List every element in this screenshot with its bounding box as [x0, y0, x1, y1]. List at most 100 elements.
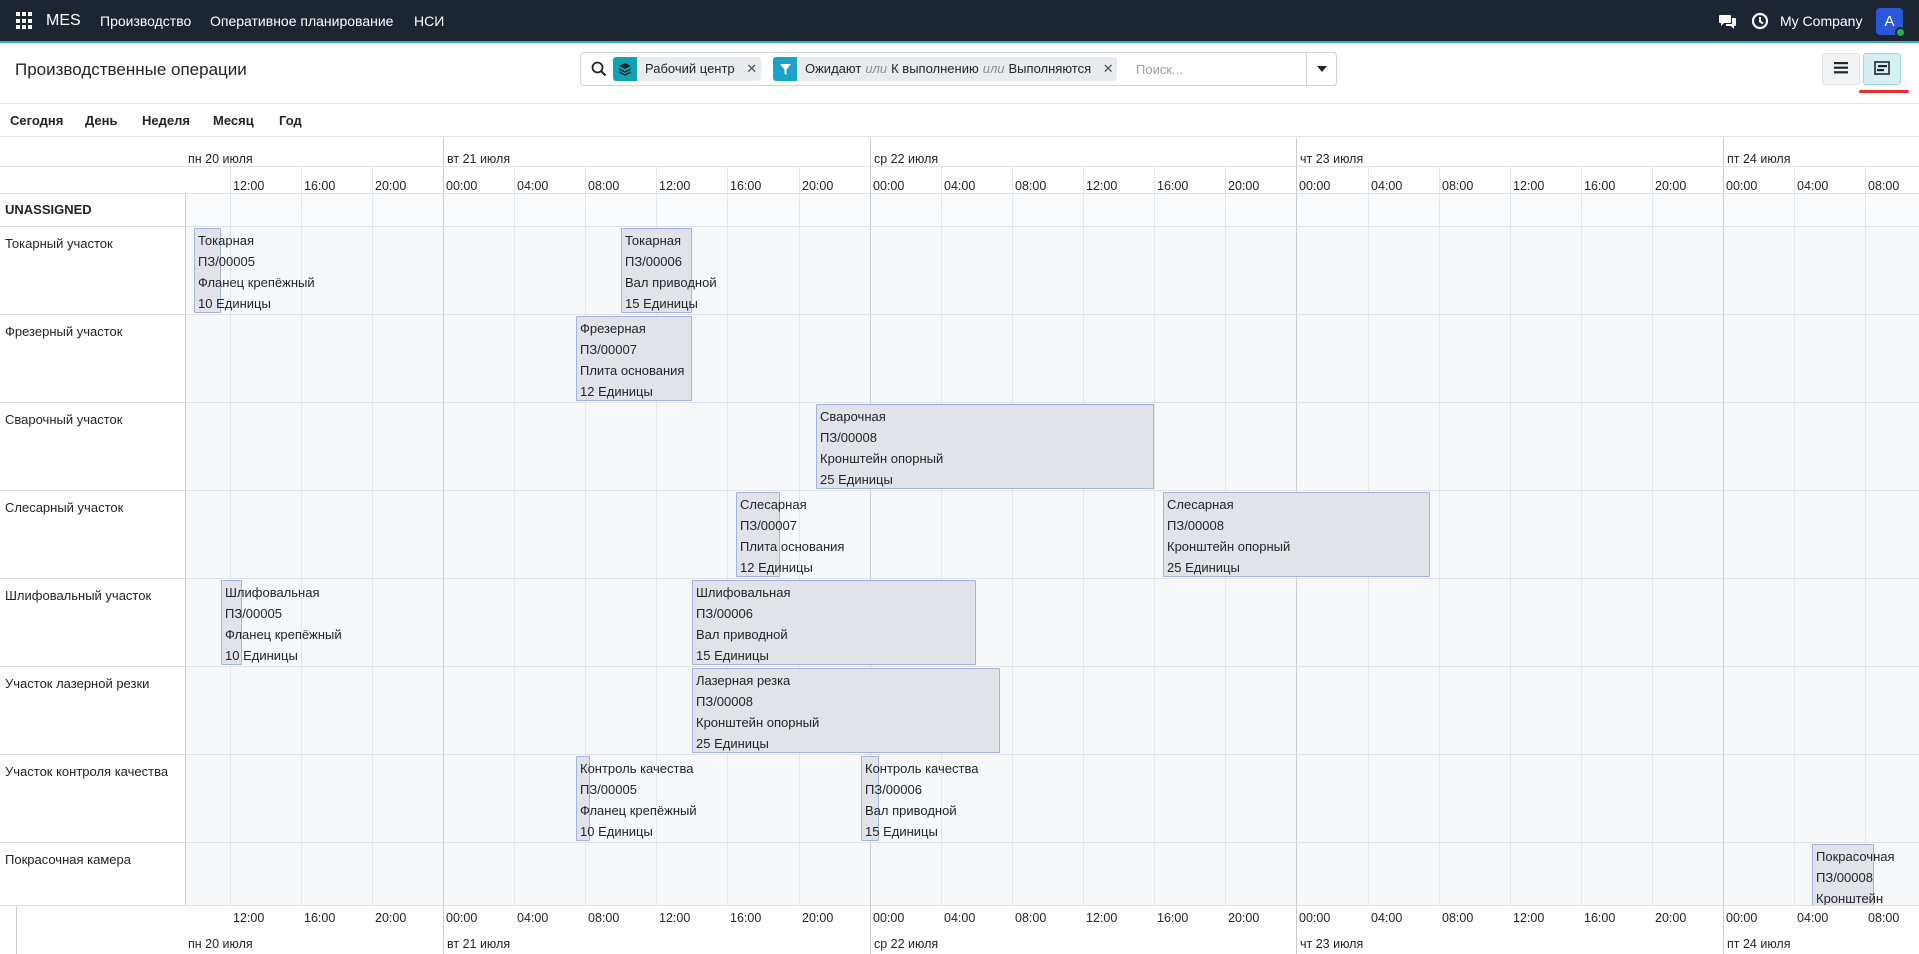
pill-content: Слесарная ПЗ/00008 Кронштейн опорный 25 Еди…: [1167, 494, 1290, 578]
pill-line: ПЗ/00008: [1167, 518, 1224, 533]
facet-separator: или: [865, 61, 888, 76]
activity-clock-icon[interactable]: [1750, 11, 1770, 31]
search-input[interactable]: [1136, 58, 1296, 80]
timeline-hour-label: 12:00: [659, 179, 691, 193]
timeline-day-label: вт 21 июля: [447, 152, 511, 166]
timeline-hour-label: 16:00: [1157, 179, 1189, 193]
menu-master-data[interactable]: НСИ: [414, 13, 445, 29]
gantt-pill[interactable]: Токарная ПЗ/00005 Фланец крепёжный 10 Едини…: [194, 228, 315, 313]
timeline-hour-label: 16:00: [304, 179, 336, 193]
scale-today-button[interactable]: Сегодня: [10, 113, 64, 128]
timeline-hour-label: 04:00: [1797, 911, 1829, 925]
pill-line: ПЗ/00005: [580, 782, 637, 797]
gantt-pill[interactable]: Контроль качества ПЗ/00006 Вал приводной 15…: [861, 756, 978, 841]
facet-filter-state: Ожидают или К выполнению или Выполняются ✕: [773, 57, 1118, 81]
pill-line: ПЗ/00007: [580, 342, 637, 357]
gantt-view-button[interactable]: [1863, 53, 1901, 85]
apps-menu-icon[interactable]: [16, 12, 34, 30]
row-divider: [0, 490, 1919, 491]
gantt-pill[interactable]: Сварочная ПЗ/00008 Кронштейн опорный 25 Еди…: [816, 404, 1154, 489]
pill-line: ПЗ/00006: [625, 254, 682, 269]
timeline-hour-label: 08:00: [1015, 179, 1047, 193]
hour-gridline: [1794, 166, 1795, 905]
gantt-pill[interactable]: Слесарная ПЗ/00008 Кронштейн опорный 25 Еди…: [1163, 492, 1430, 577]
pill-line: Фланец крепёжный: [198, 275, 315, 290]
facet-remove-button[interactable]: ✕: [1102, 61, 1114, 76]
row-divider: [0, 314, 1919, 315]
layers-icon: [613, 57, 637, 81]
search-icon: [591, 61, 607, 77]
pill-line: ПЗ/00008: [820, 430, 877, 445]
timeline-hour-label: 12:00: [1513, 179, 1545, 193]
chat-icon[interactable]: [1718, 11, 1738, 31]
timeline-hour-label: 00:00: [1726, 911, 1758, 925]
menu-operational-planning[interactable]: Оперативное планирование: [210, 13, 394, 29]
pill-line: ПЗ/00006: [865, 782, 922, 797]
workcenter-row-label: Фрезерный участок: [5, 324, 123, 339]
gantt-pill[interactable]: Шлифовальная ПЗ/00006 Вал приводной 15 Един…: [692, 580, 976, 665]
timeline-hour-label: 20:00: [1655, 911, 1687, 925]
row-background: [186, 578, 1919, 666]
scale-month-button[interactable]: Месяц: [213, 113, 254, 128]
hour-gridline: [1439, 166, 1440, 905]
scale-week-button[interactable]: Неделя: [142, 113, 190, 128]
gantt-pill[interactable]: Фрезерная ПЗ/00007 Плита основания 12 Едини…: [576, 316, 692, 401]
pill-content: Шлифовальная ПЗ/00006 Вал приводной 15 Един…: [696, 582, 791, 666]
day-divider: [870, 138, 871, 905]
pill-line: 25 Единицы: [820, 472, 893, 487]
row-divider: [0, 842, 1919, 843]
hour-gridline: [1083, 166, 1084, 905]
timeline-hour-label: 08:00: [1442, 911, 1474, 925]
search-options-toggle[interactable]: [1306, 53, 1336, 85]
timeline-hour-label: 00:00: [873, 911, 905, 925]
day-divider: [16, 906, 17, 954]
timeline-hour-label: 16:00: [730, 911, 762, 925]
hour-gridline: [799, 166, 800, 905]
pill-line: Кронштейн: [1816, 891, 1884, 906]
facet-value: Ожидают: [805, 61, 862, 76]
timeline-day-label: пт 24 июля: [1727, 937, 1791, 951]
timeline-hour-label: 12:00: [659, 911, 691, 925]
gantt-pill[interactable]: Лазерная резка ПЗ/00008 Кронштейн опорный 2…: [692, 668, 1000, 753]
caret-down-icon: [1316, 66, 1327, 72]
day-divider: [443, 906, 444, 954]
pill-content: Лазерная резка ПЗ/00008 Кронштейн опорный 2…: [696, 670, 819, 754]
pill-content: Сварочная ПЗ/00008 Кронштейн опорный 25 Еди…: [820, 406, 943, 490]
gantt-pill[interactable]: Токарная ПЗ/00006 Вал приводной 15 Единицы: [621, 228, 717, 313]
pill-line: 12 Единицы: [740, 560, 813, 575]
list-icon: [1833, 61, 1849, 78]
scale-day-button[interactable]: День: [85, 113, 118, 128]
search-bar[interactable]: Рабочий центр ✕ Ожидают или К выполнению ил…: [580, 52, 1337, 86]
row-divider: [0, 402, 1919, 403]
gantt-pill[interactable]: Шлифовальная ПЗ/00005 Фланец крепёжный 10 Е…: [221, 580, 342, 665]
app-brand[interactable]: MES: [46, 12, 81, 29]
list-view-button[interactable]: [1822, 53, 1860, 85]
avatar-letter: A: [1884, 13, 1895, 30]
scale-year-button[interactable]: Год: [279, 113, 302, 128]
menu-production[interactable]: Производство: [100, 13, 192, 29]
facet-value: Выполняются: [1008, 61, 1092, 76]
timeline-hour-label: 04:00: [944, 179, 976, 193]
timeline-hour-label: 04:00: [1371, 179, 1403, 193]
pill-line: Фланец крепёжный: [580, 803, 697, 818]
pill-line: ПЗ/00008: [696, 694, 753, 709]
timeline-hour-label: 04:00: [944, 911, 976, 925]
row-divider: [0, 666, 1919, 667]
workcenter-row-label: Участок контроля качества: [5, 764, 169, 779]
day-divider: [870, 906, 871, 954]
company-switcher[interactable]: My Company: [1780, 13, 1863, 29]
hour-gridline: [514, 166, 515, 905]
row-divider: [0, 578, 1919, 579]
timeline-day-label: вт 21 июля: [447, 937, 511, 951]
pill-line: Фрезерная: [580, 321, 646, 336]
timeline-hour-label: 20:00: [375, 911, 407, 925]
gantt-pill[interactable]: Контроль качества ПЗ/00005 Фланец крепёжны…: [576, 756, 697, 841]
pill-line: 25 Единицы: [1167, 560, 1240, 575]
gantt-pill[interactable]: Слесарная ПЗ/00007 Плита основания 12 Едини…: [736, 492, 844, 577]
timeline-hour-label: 12:00: [233, 179, 265, 193]
timeline-hour-label: 16:00: [1584, 179, 1616, 193]
facet-remove-button[interactable]: ✕: [746, 61, 758, 76]
pill-content: Контроль качества ПЗ/00006 Вал приводной 15…: [865, 758, 978, 842]
active-view-indicator: [1859, 90, 1909, 93]
user-avatar[interactable]: A: [1876, 8, 1906, 38]
